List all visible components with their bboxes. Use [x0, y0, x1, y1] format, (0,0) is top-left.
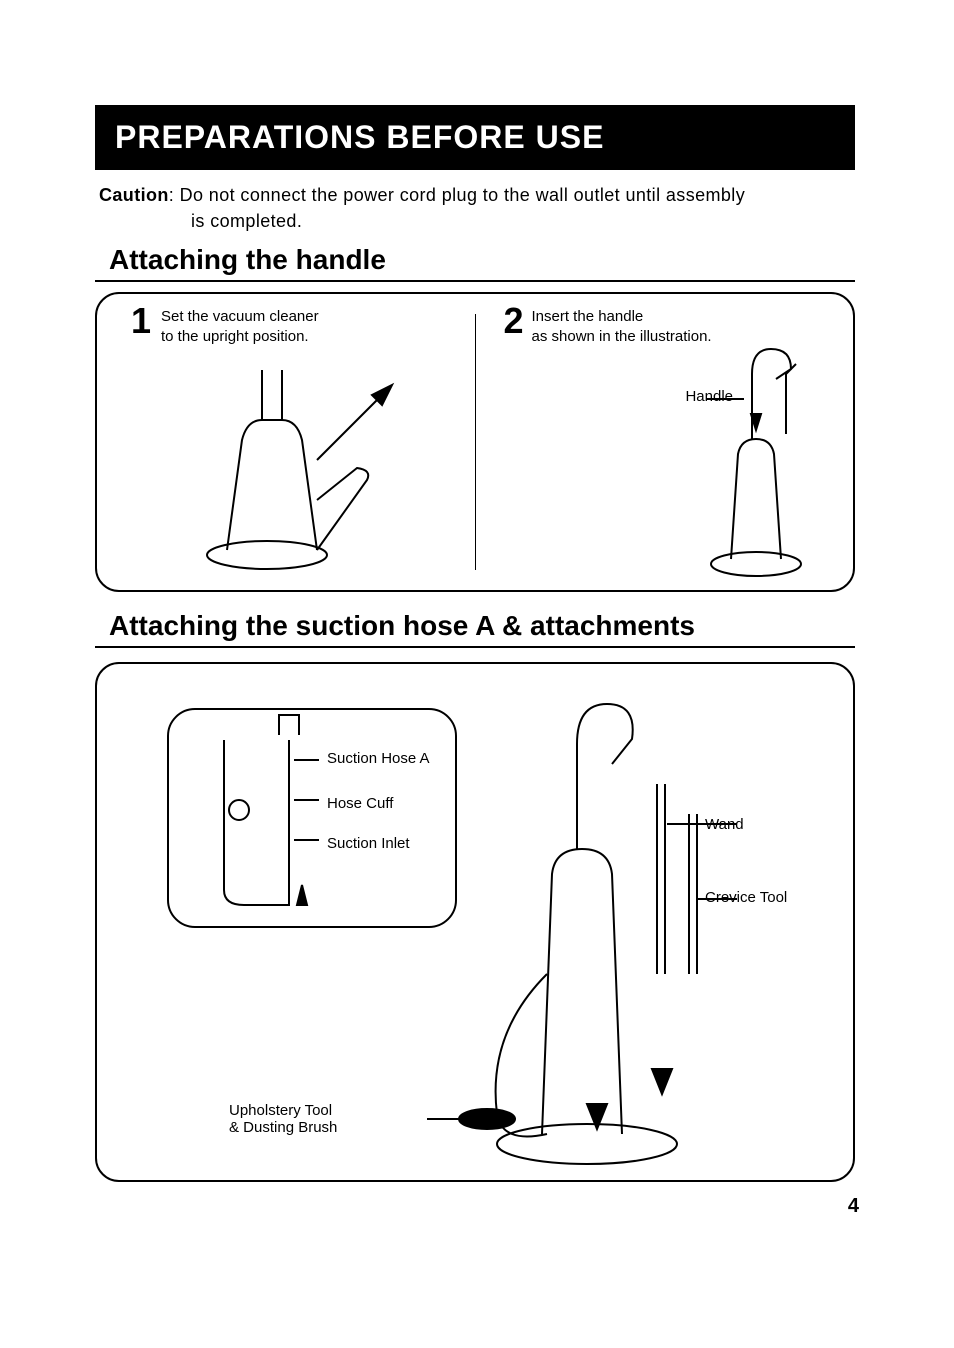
- hose-inset-box: Suction Hose A Hose Cuff Suction Inlet: [167, 708, 457, 928]
- panel-attach-handle: 1 Set the vacuum cleaner to the upright …: [95, 292, 855, 592]
- step-1-text: Set the vacuum cleaner to the upright po…: [161, 307, 421, 348]
- section-heading-hose: Attaching the suction hose A & attachmen…: [95, 610, 855, 648]
- step-2-illustration: [656, 334, 826, 584]
- page-title-bar: PREPARATIONS BEFORE USE: [95, 105, 855, 170]
- label-crevice-tool: Crevice Tool: [705, 889, 787, 906]
- label-wand: Wand: [705, 816, 744, 833]
- caution-line1: : Do not connect the power cord plug to …: [169, 185, 745, 205]
- step-2-number: 2: [504, 300, 524, 342]
- step-1-illustration: [167, 350, 397, 580]
- step-1-number: 1: [131, 300, 151, 342]
- panel-attach-hose: Suction Hose A Hose Cuff Suction Inlet: [95, 662, 855, 1182]
- label-hose-cuff: Hose Cuff: [327, 795, 393, 812]
- page-title: PREPARATIONS BEFORE USE: [115, 119, 604, 155]
- page-number: 4: [848, 1195, 859, 1218]
- label-upholstery-dusting: Upholstery Tool & Dusting Brush: [229, 1102, 337, 1136]
- step-1-column: 1 Set the vacuum cleaner to the upright …: [97, 294, 475, 590]
- caution-label: Caution: [99, 185, 169, 205]
- label-suction-hose-a: Suction Hose A: [327, 750, 430, 767]
- caution-line2: is completed.: [99, 208, 855, 234]
- caution-block: Caution: Do not connect the power cord p…: [95, 182, 855, 234]
- step-2-column: 2 Insert the handle as shown in the illu…: [476, 294, 854, 590]
- section-heading-handle: Attaching the handle: [95, 244, 855, 282]
- hose-main-illustration: [427, 674, 757, 1174]
- hose-inset-illustration: [169, 710, 459, 930]
- label-suction-inlet: Suction Inlet: [327, 835, 410, 852]
